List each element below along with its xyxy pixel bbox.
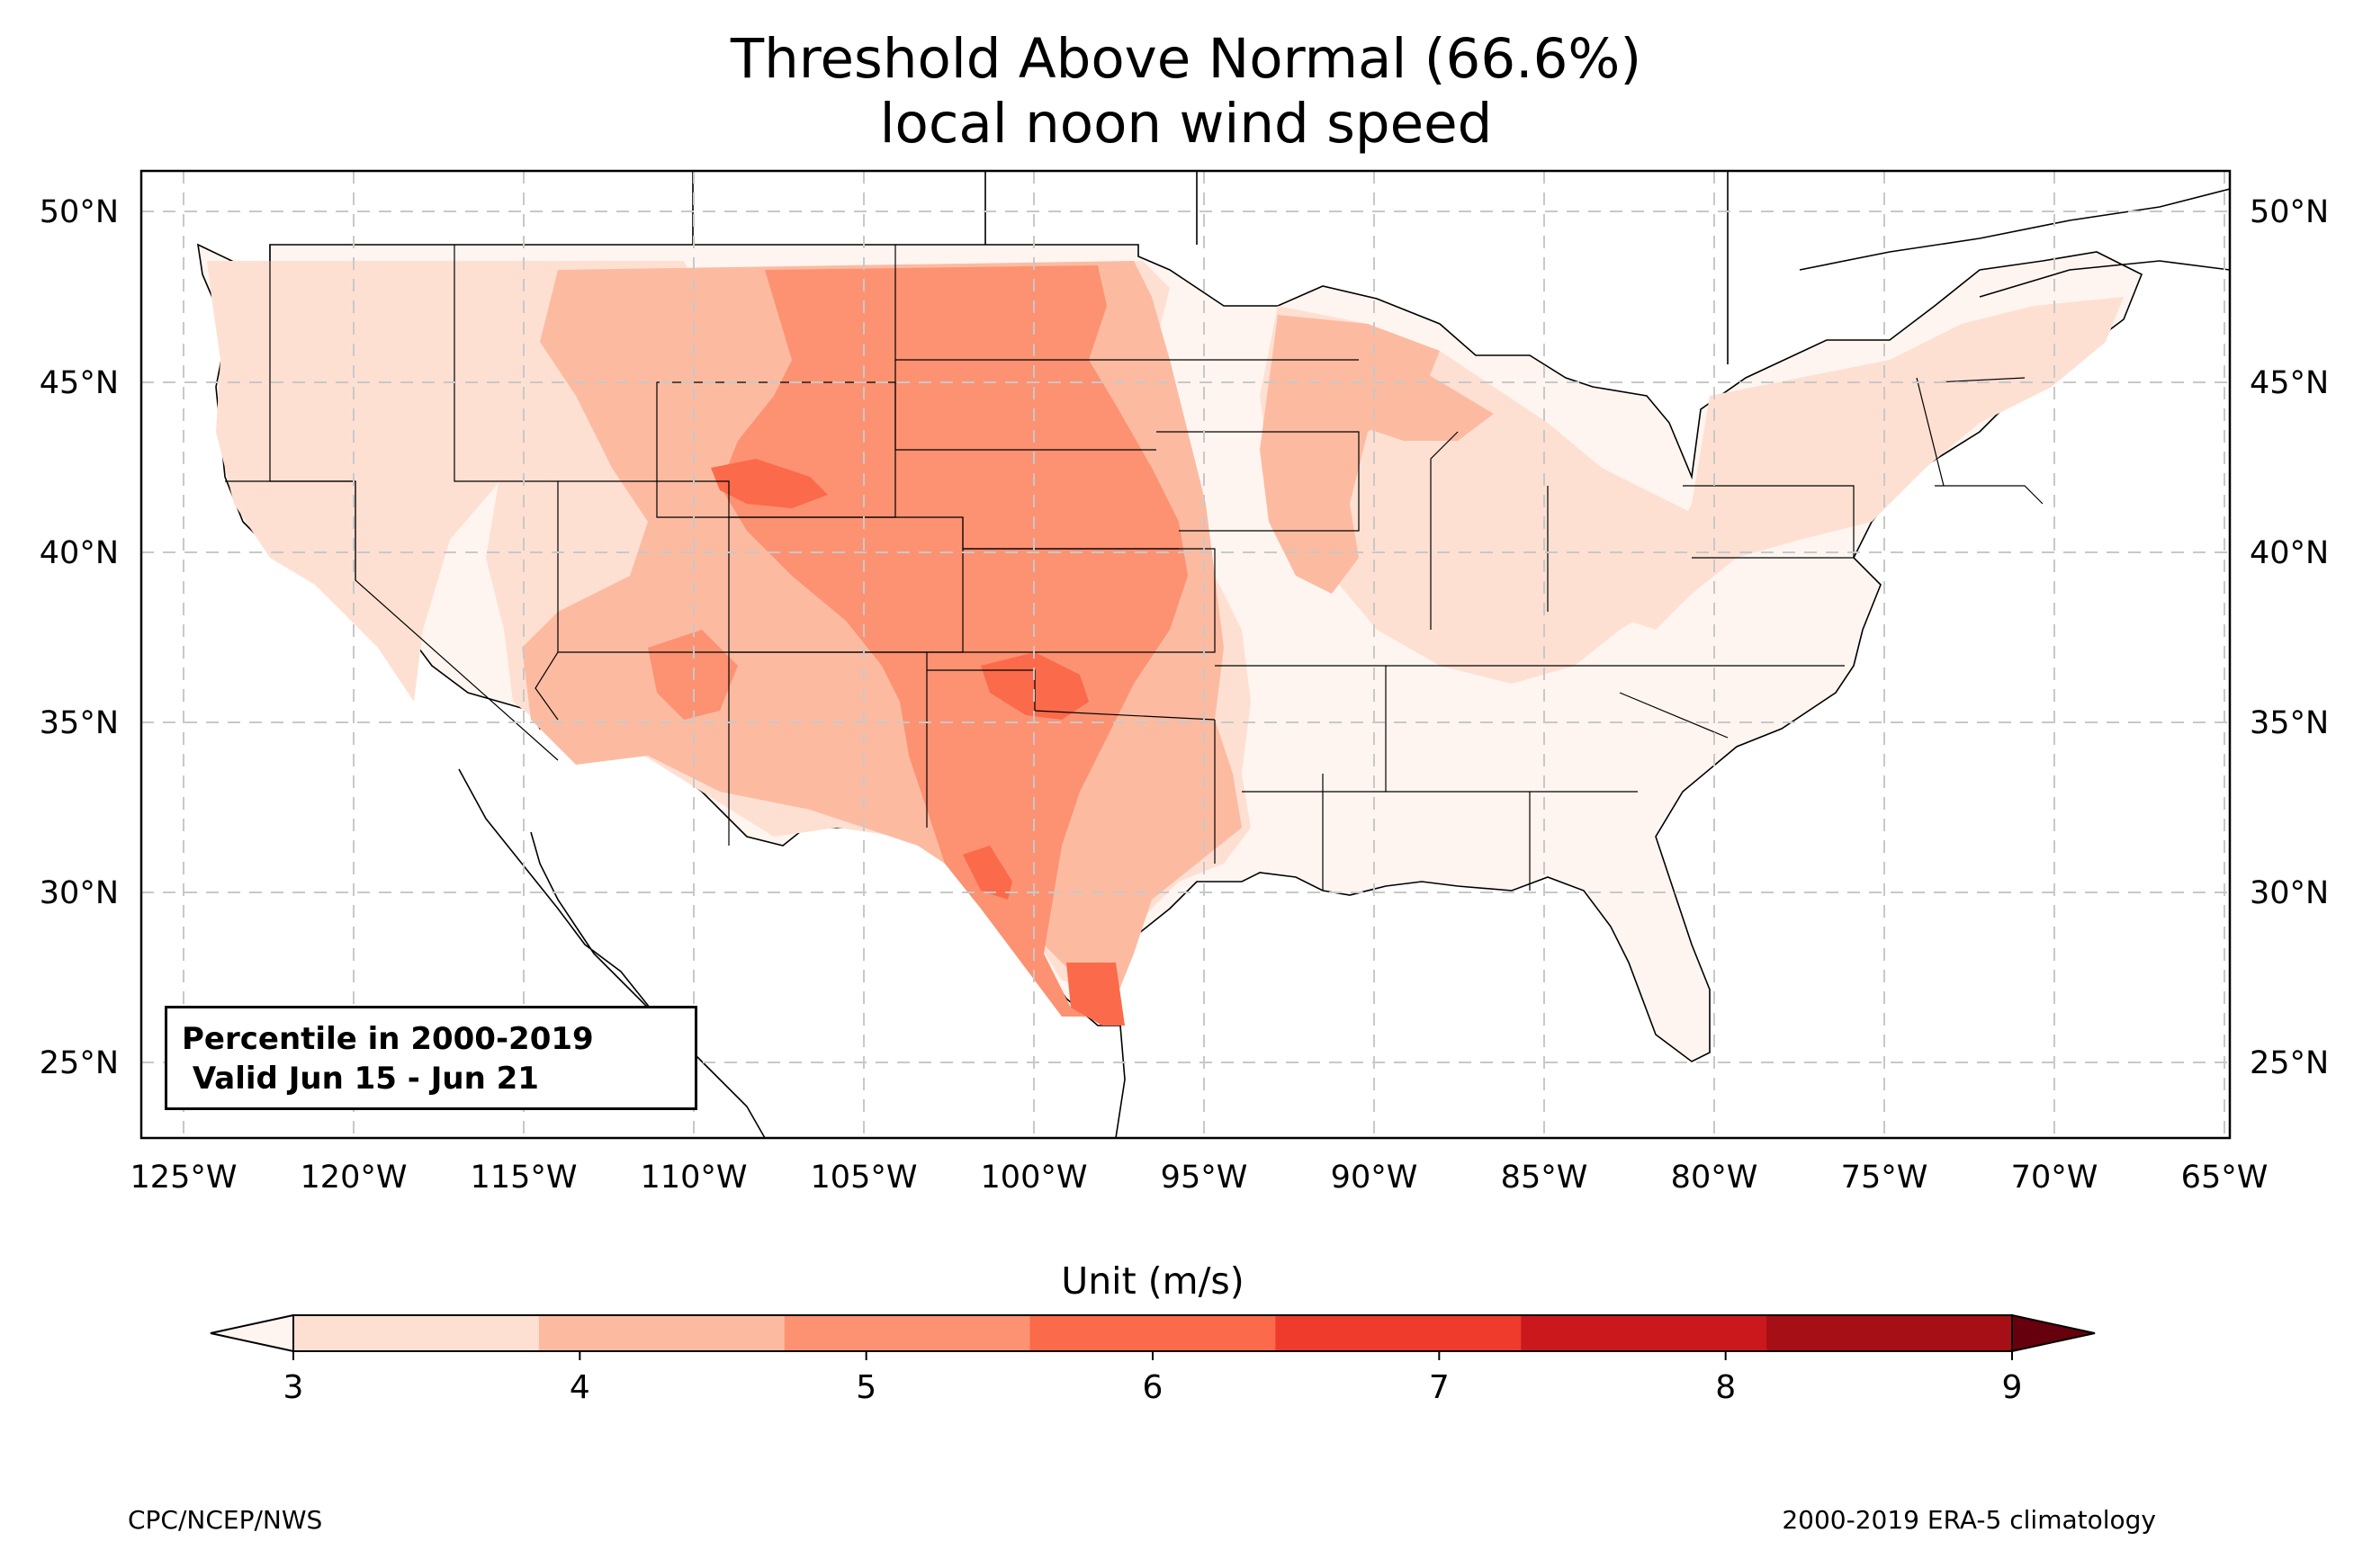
colorbar-segment [784, 1315, 1031, 1351]
canada-border-outline [692, 171, 2230, 364]
lat-label-30-left: 30°N [40, 875, 119, 911]
lat-label-35-right: 35°N [2250, 705, 2329, 741]
lat-labels-left: 50°N 45°N 40°N 35°N 30°N 25°N [40, 194, 119, 1081]
contour-5-6-central [720, 265, 1188, 1017]
colorbar-extend-low [210, 1313, 294, 1353]
info-box-line2: Valid Jun 15 - Jun 21 [182, 1061, 539, 1097]
colorbar-segment [538, 1315, 786, 1351]
contour-6-7-wyoming [711, 459, 828, 508]
lat-label-40-left: 40°N [40, 535, 119, 571]
lon-label-95: 95°W [1161, 1160, 1248, 1196]
contour-6-7-southtexas [1066, 963, 1125, 1026]
contour-6-7-westtexas [963, 846, 1012, 900]
lat-label-30-right: 30°N [2250, 875, 2329, 911]
lon-label-115: 115°W [471, 1160, 578, 1196]
info-box-line1: Percentile in 2000-2019 [182, 1021, 594, 1057]
colorbar-title: Unit (m/s) [1061, 1259, 1244, 1303]
lon-label-70: 70°W [2011, 1160, 2098, 1196]
gridlines [141, 171, 2230, 1138]
lon-label-65: 65°W [2181, 1160, 2269, 1196]
lat-label-50-right: 50°N [2250, 194, 2329, 230]
lon-label-90: 90°W [1331, 1160, 1418, 1196]
colorbar-segment [1275, 1315, 1522, 1351]
colorbar-tick-label: 4 [570, 1369, 590, 1406]
colorbar-segment [1029, 1315, 1276, 1351]
map-title-line1: Threshold Above Normal (66.6%) [730, 27, 1642, 91]
colorbar-extend-high [2011, 1313, 2096, 1353]
mexico-coast-outline [458, 768, 1126, 1138]
colorbar-tick-label: 3 [283, 1369, 304, 1406]
colorbar-segment [293, 1315, 540, 1351]
colorbar: 3 4 5 6 7 8 9 [210, 1313, 2096, 1406]
lon-labels: 125°W 120°W 115°W 110°W 105°W 100°W 95°W… [130, 1160, 2269, 1196]
colorbar-tick-label: 8 [1715, 1369, 1736, 1406]
colorbar-segment [1766, 1315, 2013, 1351]
lon-label-80: 80°W [1671, 1160, 1758, 1196]
lat-label-25-right: 25°N [2250, 1045, 2329, 1081]
info-box: Percentile in 2000-2019 Valid Jun 15 - J… [165, 1006, 697, 1110]
lat-label-25-left: 25°N [40, 1045, 119, 1081]
lat-label-45-right: 45°N [2250, 365, 2329, 401]
map-title-line2: local noon wind speed [879, 92, 1493, 156]
lon-label-120: 120°W [301, 1160, 408, 1196]
lon-label-105: 105°W [811, 1160, 918, 1196]
lon-label-125: 125°W [130, 1160, 238, 1196]
colorbar-tick-label: 7 [1429, 1369, 1450, 1406]
lon-label-85: 85°W [1501, 1160, 1588, 1196]
lon-label-100: 100°W [981, 1160, 1088, 1196]
lon-label-110: 110°W [641, 1160, 748, 1196]
map-frame [139, 169, 2232, 1140]
colorbar-tick-label: 5 [856, 1369, 876, 1406]
lat-label-40-right: 40°N [2250, 535, 2329, 571]
lon-label-75: 75°W [1841, 1160, 1928, 1196]
contour-3-4-northeast [1629, 297, 2124, 630]
map-layers [141, 171, 2230, 1138]
footer-credit: CPC/NCEP/NWS [128, 1505, 323, 1535]
lat-label-50-left: 50°N [40, 194, 119, 230]
footer-source: 2000-2019 ERA-5 climatology [1782, 1505, 2156, 1535]
colorbar-tick-label: 6 [1143, 1369, 1164, 1406]
lat-label-35-left: 35°N [40, 705, 119, 741]
lat-label-45-left: 45°N [40, 365, 119, 401]
lat-labels-right: 50°N 45°N 40°N 35°N 30°N 25°N [2250, 194, 2329, 1081]
colorbar-tick-label: 9 [2002, 1369, 2023, 1406]
colorbar-segment [1521, 1315, 1767, 1351]
